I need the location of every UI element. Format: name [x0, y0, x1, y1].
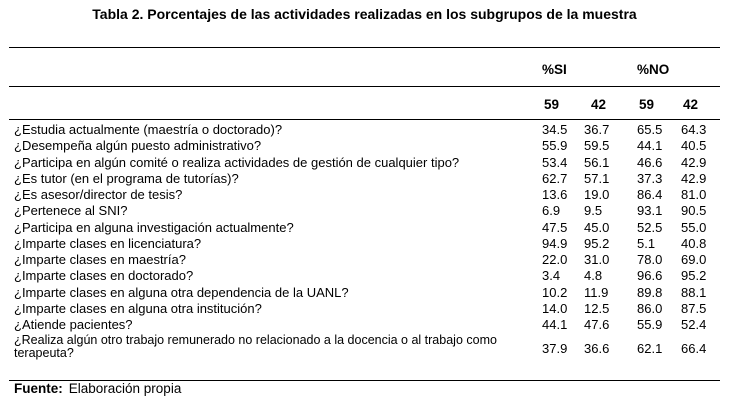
header-si: %SI [542, 62, 567, 77]
cell-no-42: 52.4 [681, 317, 707, 332]
row-label: ¿Estudia actualmente (maestría o doctora… [14, 122, 283, 137]
cell-no-42: 42.9 [681, 154, 707, 170]
cell-si-42: 11.9 [584, 284, 609, 300]
cell-si-42: 95.2 [584, 235, 610, 251]
row-label: ¿Realiza algún otro trabajo remunerado n… [14, 333, 497, 360]
cell-si-59: 3.4 [542, 268, 561, 284]
cell-no-42: 69.0 [681, 252, 707, 267]
header-bottom-rule [9, 119, 720, 120]
cell-no-59: 37.3 [637, 170, 663, 186]
table-row: ¿Realiza algún otro trabajo remunerado n… [14, 333, 720, 362]
cell-si-42: 9.5 [584, 203, 603, 219]
row-label: ¿Imparte clases en licenciatura? [14, 235, 202, 251]
cell-si-59: 10.2 [542, 284, 568, 300]
cell-si-59: 44.1 [542, 317, 568, 332]
header-no: %NO [637, 62, 670, 77]
cell-no-59: 62.1 [637, 341, 663, 357]
cell-no-59: 5.1 [637, 235, 656, 251]
table-row: ¿Participa en alguna investigación actua… [14, 220, 720, 236]
cell-si-42: 4.8 [584, 268, 603, 284]
header-no-42: 42 [683, 97, 699, 112]
table-row: ¿Pertenece al SNI? 6.9 9.5 93.1 90.5 [14, 203, 720, 219]
row-label: ¿Participa en algún comité o realiza act… [14, 154, 460, 170]
bottom-rule [9, 380, 720, 381]
cell-si-59: 94.9 [542, 235, 568, 251]
cell-si-59: 47.5 [542, 219, 568, 235]
table-row: ¿Participa en algún comité o realiza act… [14, 155, 720, 171]
cell-no-42: 40.5 [681, 138, 707, 154]
cell-si-59: 34.5 [542, 122, 568, 137]
cell-si-42: 12.5 [584, 300, 610, 316]
cell-si-59: 13.6 [542, 187, 568, 202]
table-row: ¿Imparte clases en doctorado? 3.4 4.8 96… [14, 268, 720, 284]
cell-no-59: 86.0 [637, 300, 663, 316]
row-label: ¿Imparte clases en alguna otra dependenc… [14, 284, 349, 300]
row-label: ¿Imparte clases en alguna otra instituci… [14, 300, 262, 316]
table-row: ¿Es asesor/director de tesis? 13.6 19.0 … [14, 187, 720, 203]
cell-no-42: 40.8 [681, 235, 707, 251]
cell-no-42: 90.5 [681, 203, 707, 219]
cell-no-59: 78.0 [637, 252, 663, 267]
cell-no-59: 44.1 [637, 138, 663, 154]
row-label: ¿Es asesor/director de tesis? [14, 187, 183, 202]
cell-no-59: 96.6 [637, 268, 663, 284]
row-label: ¿Es tutor (en el programa de tutorías)? [14, 170, 239, 186]
cell-si-42: 56.1 [584, 154, 610, 170]
cell-no-42: 87.5 [681, 300, 707, 316]
table-row: ¿Imparte clases en maestría? 22.0 31.0 7… [14, 252, 720, 268]
cell-si-59: 6.9 [542, 203, 561, 219]
cell-si-42: 19.0 [584, 187, 610, 202]
table-row: ¿Imparte clases en alguna otra dependenc… [14, 285, 720, 301]
row-label: ¿Pertenece al SNI? [14, 203, 128, 219]
cell-no-59: 46.6 [637, 154, 663, 170]
row-label: ¿Atiende pacientes? [14, 317, 133, 332]
table-row: ¿Imparte clases en licenciatura? 94.9 95… [14, 236, 720, 252]
cell-si-59: 62.7 [542, 170, 568, 186]
table-row: ¿Es tutor (en el programa de tutorías)? … [14, 171, 720, 187]
header-no-59: 59 [639, 97, 655, 112]
cell-si-59: 55.9 [542, 138, 568, 154]
cell-no-59: 93.1 [637, 203, 663, 219]
table-row: ¿Estudia actualmente (maestría o doctora… [14, 122, 720, 138]
cell-no-59: 55.9 [637, 317, 663, 332]
cell-no-42: 88.1 [681, 284, 707, 300]
cell-si-42: 31.0 [584, 252, 610, 267]
cell-no-59: 52.5 [637, 219, 663, 235]
row-label: ¿Imparte clases en maestría? [14, 252, 186, 267]
cell-no-59: 89.8 [637, 284, 663, 300]
cell-no-42: 66.4 [681, 341, 707, 357]
cell-si-42: 47.6 [584, 317, 610, 332]
cell-si-42: 45.0 [584, 219, 610, 235]
cell-no-42: 42.9 [681, 170, 707, 186]
header-si-42: 42 [591, 97, 607, 112]
header-si-59: 59 [544, 97, 560, 112]
cell-no-59: 65.5 [637, 122, 663, 137]
table-body: ¿Estudia actualmente (maestría o doctora… [14, 122, 720, 362]
top-rule [9, 47, 720, 48]
cell-no-42: 81.0 [681, 187, 707, 202]
cell-si-59: 22.0 [542, 252, 568, 267]
cell-si-59: 53.4 [542, 154, 568, 170]
cell-si-42: 36.7 [584, 122, 610, 137]
table-title: Tabla 2. Porcentajes de las actividades … [92, 6, 637, 22]
cell-no-42: 64.3 [681, 122, 707, 137]
table-footer: Fuente: Elaboración propia [14, 381, 181, 396]
row-label: ¿Desempeña algún puesto administrativo? [14, 138, 262, 154]
header-mid-rule [9, 86, 720, 87]
cell-no-42: 95.2 [681, 268, 707, 284]
cell-si-59: 37.9 [542, 341, 568, 357]
table-row: ¿Atiende pacientes? 44.1 47.6 55.9 52.4 [14, 317, 720, 333]
table-row: ¿Desempeña algún puesto administrativo? … [14, 138, 720, 154]
cell-no-59: 86.4 [637, 187, 663, 202]
row-label: ¿Imparte clases en doctorado? [14, 268, 194, 284]
footer-source: Elaboración propia [68, 381, 182, 396]
cell-si-42: 59.5 [584, 138, 610, 154]
cell-si-59: 14.0 [542, 300, 568, 316]
table-row: ¿Imparte clases en alguna otra instituci… [14, 301, 720, 317]
cell-no-42: 55.0 [681, 219, 707, 235]
cell-si-42: 57.1 [584, 170, 610, 186]
row-label: ¿Participa en alguna investigación actua… [14, 219, 294, 235]
footer-label: Fuente: [14, 381, 63, 396]
cell-si-42: 36.6 [584, 341, 610, 357]
